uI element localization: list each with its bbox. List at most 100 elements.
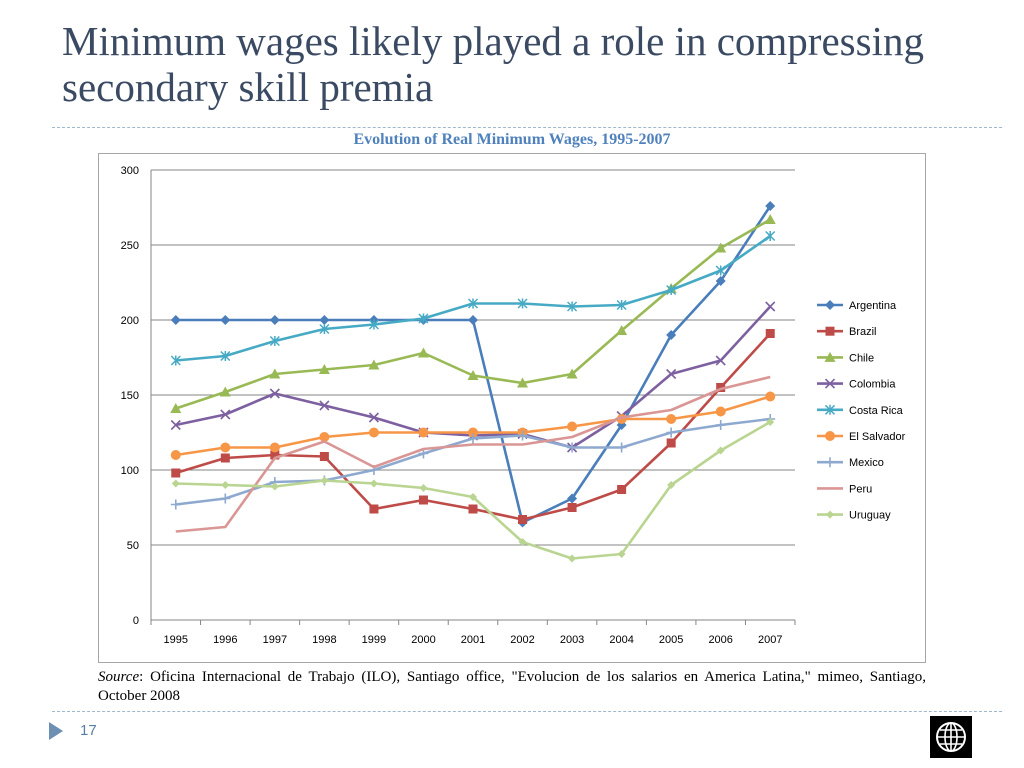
- series-chile: [170, 214, 776, 413]
- data-point: [170, 355, 181, 366]
- data-point: [715, 420, 726, 430]
- data-point: [418, 495, 428, 505]
- legend-marker: [825, 431, 835, 441]
- data-point: [270, 482, 279, 491]
- data-point: [319, 432, 330, 442]
- series-uruguay: [171, 418, 775, 563]
- data-point: [467, 298, 479, 309]
- y-tick-label: 250: [121, 240, 139, 252]
- data-point: [368, 412, 379, 423]
- data-point: [170, 419, 181, 431]
- data-point: [220, 350, 231, 362]
- legend-item: El Salvador: [817, 431, 906, 443]
- data-point: [666, 438, 676, 448]
- data-point: [319, 400, 330, 411]
- data-point: [666, 330, 677, 340]
- data-point: [220, 409, 231, 420]
- data-point: [716, 383, 726, 392]
- data-point: [319, 452, 329, 461]
- data-point: [766, 418, 775, 426]
- data-point: [417, 347, 429, 358]
- x-tick-label: 2001: [461, 634, 485, 646]
- legend-marker: [824, 404, 836, 415]
- data-point: [764, 214, 776, 224]
- legend-label: Costa Rica: [849, 405, 904, 417]
- legend-marker: [825, 326, 835, 336]
- data-point: [170, 403, 182, 413]
- x-tick-label: 1995: [164, 634, 188, 646]
- data-point: [765, 391, 776, 402]
- data-point: [567, 442, 578, 453]
- data-point: [220, 493, 231, 504]
- data-point: [269, 388, 280, 399]
- series-line: [175, 375, 771, 533]
- data-point: [270, 450, 280, 460]
- legend: Argentina Brazil Chile Colombia Costa Rica El…: [817, 300, 906, 522]
- data-point: [219, 386, 231, 397]
- legend-item: Argentina: [817, 300, 897, 312]
- data-point: [667, 481, 676, 489]
- x-tick-label: 2003: [560, 634, 584, 646]
- data-point: [220, 442, 231, 453]
- data-point: [616, 442, 627, 453]
- data-point: [765, 201, 776, 211]
- data-point: [567, 301, 578, 312]
- data-point: [171, 479, 180, 488]
- data-point: [170, 499, 181, 510]
- line-chart: 0 50 100 150 200 250 300 1995 1996 1997 1998 1999 20…: [121, 165, 906, 646]
- data-point: [368, 319, 379, 330]
- data-point: [517, 377, 529, 388]
- data-point: [368, 427, 379, 438]
- data-point: [715, 406, 726, 417]
- x-tick-label: 2002: [510, 634, 534, 646]
- y-tick-label: 50: [127, 540, 139, 552]
- data-point: [468, 504, 478, 514]
- data-point: [269, 315, 280, 325]
- data-point: [617, 550, 626, 558]
- data-point: [220, 453, 230, 463]
- data-point: [518, 538, 527, 546]
- data-point: [418, 427, 429, 438]
- data-point: [666, 427, 677, 438]
- data-point: [171, 468, 181, 478]
- data-point: [368, 359, 380, 370]
- x-tick-label: 1998: [312, 634, 336, 646]
- data-point: [170, 315, 181, 325]
- data-point: [568, 554, 577, 563]
- data-point: [567, 493, 578, 504]
- data-point: [567, 503, 577, 512]
- legend-item: Mexico: [817, 457, 884, 469]
- source-text: : Oficina Internacional de Trabajo (ILO)…: [98, 669, 926, 704]
- series-line: [175, 234, 771, 362]
- x-tick-label: 2005: [659, 634, 683, 646]
- data-point: [269, 442, 280, 453]
- y-tick-label: 300: [121, 165, 139, 177]
- legend-marker: [824, 351, 836, 362]
- legend-item: Chile: [817, 351, 874, 364]
- data-point: [418, 313, 429, 324]
- series-el-salvador: [170, 391, 776, 460]
- data-point: [666, 284, 677, 296]
- x-tick-label: 1996: [213, 634, 237, 646]
- legend-label: Chile: [849, 352, 874, 364]
- legend-marker: [825, 300, 835, 310]
- data-point: [666, 414, 677, 424]
- data-point: [716, 446, 725, 455]
- data-point: [518, 515, 528, 524]
- legend-item: Costa Rica: [817, 404, 904, 417]
- data-point: [170, 450, 181, 460]
- series-peru: [175, 375, 771, 533]
- y-tick-label: 200: [121, 315, 139, 327]
- series-brazil: [171, 329, 775, 524]
- chart-frame: 0 50 100 150 200 250 300 1995 1996 1997 1998 1999 20…: [98, 153, 926, 663]
- legend-label: Uruguay: [849, 510, 891, 522]
- legend-item: Brazil: [817, 326, 877, 338]
- page-number: 17: [80, 722, 97, 739]
- data-point: [617, 485, 627, 494]
- data-point: [715, 276, 726, 286]
- source-label: Source: [98, 669, 140, 685]
- legend-marker: [825, 457, 835, 468]
- x-tick-label: 2000: [411, 634, 435, 646]
- data-point: [369, 504, 379, 514]
- legend-item: Peru: [817, 483, 872, 495]
